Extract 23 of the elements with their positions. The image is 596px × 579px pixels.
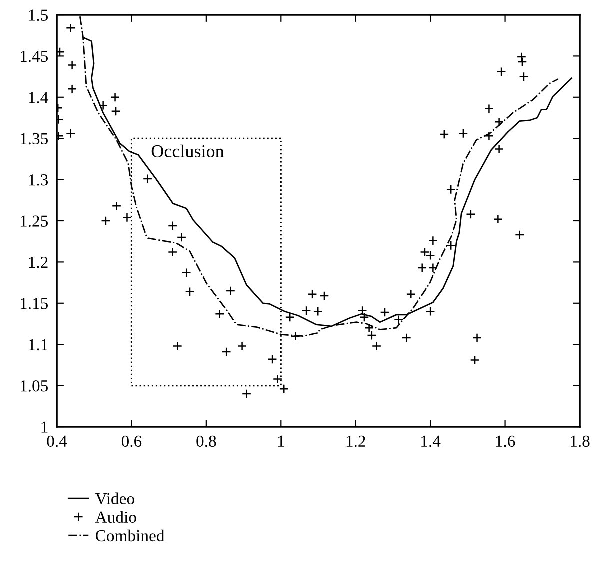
x-tick-label: 0.8 xyxy=(196,436,216,448)
x-tick-label: 1 xyxy=(278,436,284,447)
y-tick-label: 1 xyxy=(42,422,48,433)
y-tick-label: 1.3 xyxy=(29,174,48,186)
legend-label: Video xyxy=(95,492,134,505)
x-tick-label: 0.4 xyxy=(47,436,68,448)
y-tick-label: 1.25 xyxy=(20,216,48,228)
y-tick-label: 1.2 xyxy=(29,256,48,268)
y-tick-label: 1.35 xyxy=(20,133,48,145)
y-tick-label: 1.05 xyxy=(20,380,48,392)
x-tick-label: 1.2 xyxy=(346,436,366,448)
x-tick-label: 1.4 xyxy=(422,436,441,448)
x-tick-label: 1.6 xyxy=(496,436,516,448)
y-tick-label: 1.1 xyxy=(29,339,48,351)
y-tick-label: 1.45 xyxy=(20,50,48,62)
x-tick-label: 1.8 xyxy=(571,436,590,448)
legend-label: Combined xyxy=(96,530,165,542)
y-tick-label: 1.4 xyxy=(29,92,48,104)
y-tick-label: 1.5 xyxy=(29,10,48,22)
y-tick-label: 1.15 xyxy=(20,298,48,310)
annotation: Occlusion xyxy=(152,144,224,158)
legend-label: Audio xyxy=(95,511,136,524)
x-tick-label: 0.6 xyxy=(122,436,142,448)
